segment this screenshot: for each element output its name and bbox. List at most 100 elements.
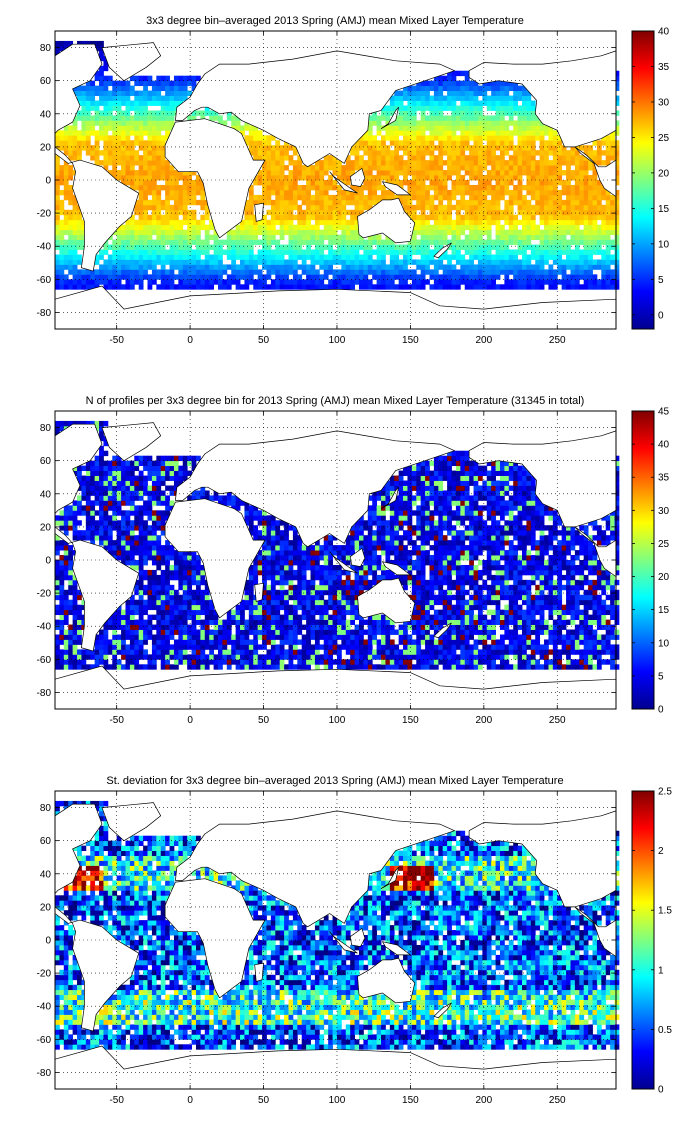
- heatmap-cell: [72, 659, 78, 665]
- heatmap-cell: [173, 219, 179, 226]
- heatmap-cell: [151, 254, 157, 260]
- heatmap-cell: [72, 130, 78, 136]
- heatmap-cell: [257, 629, 263, 635]
- heatmap-cell: [429, 165, 435, 171]
- heatmap-cell: [253, 219, 259, 226]
- heatmap-cell: [103, 664, 109, 670]
- heatmap-cell: [169, 624, 175, 630]
- heatmap-cell: [156, 239, 162, 245]
- heatmap-cell: [121, 80, 126, 87]
- heatmap-cell: [433, 644, 439, 650]
- heatmap-cell: [561, 150, 567, 156]
- heatmap-cell: [332, 279, 338, 285]
- heatmap-cell: [341, 170, 347, 176]
- heatmap-cell: [156, 95, 162, 101]
- heatmap-cell: [292, 145, 298, 151]
- heatmap-cell: [200, 219, 206, 226]
- heatmap-cell: [138, 619, 144, 625]
- heatmap-cell: [570, 145, 576, 151]
- y-tick-label: 0: [45, 176, 51, 187]
- heatmap-cell: [398, 269, 404, 275]
- heatmap-cell: [350, 224, 355, 231]
- heatmap-cell: [429, 214, 435, 221]
- heatmap-cell: [173, 85, 179, 91]
- heatmap-cell: [552, 644, 558, 650]
- heatmap-cell: [94, 115, 100, 121]
- heatmap-cell: [469, 214, 474, 221]
- heatmap-cell: [301, 614, 307, 620]
- heatmap-cell: [248, 649, 254, 655]
- heatmap-cell: [81, 135, 87, 141]
- heatmap-cell: [486, 214, 492, 221]
- heatmap-cell: [438, 274, 444, 280]
- heatmap-cell: [513, 639, 519, 645]
- heatmap-cell: [592, 264, 598, 270]
- heatmap-cell: [473, 244, 479, 250]
- heatmap-cell: [477, 105, 483, 111]
- heatmap-cell: [248, 264, 254, 270]
- heatmap-cell: [182, 184, 188, 191]
- heatmap-cell: [253, 194, 259, 201]
- heatmap-cell: [579, 284, 585, 290]
- heatmap-cell: [275, 150, 281, 156]
- heatmap-cell: [522, 619, 527, 625]
- heatmap-cell: [288, 234, 294, 240]
- heatmap-cell: [605, 634, 611, 640]
- heatmap-cell: [85, 130, 91, 136]
- heatmap-cell: [121, 254, 126, 260]
- heatmap-cell: [605, 274, 611, 280]
- heatmap-cell: [592, 175, 598, 181]
- heatmap-cell: [495, 170, 501, 176]
- heatmap-cell: [103, 634, 109, 640]
- heatmap-cell: [328, 165, 333, 171]
- heatmap-cell: [284, 219, 289, 226]
- heatmap-cell: [513, 219, 519, 226]
- heatmap-cell: [508, 214, 514, 221]
- heatmap-cell: [191, 239, 197, 245]
- heatmap-cell: [55, 50, 60, 57]
- heatmap-cell: [451, 155, 457, 161]
- heatmap-cell: [134, 75, 140, 82]
- heatmap-cell: [94, 634, 100, 640]
- heatmap-cell: [522, 284, 527, 290]
- heatmap-cell: [425, 634, 430, 640]
- heatmap-cell: [314, 269, 320, 275]
- heatmap-cell: [310, 209, 316, 216]
- heatmap-cell: [522, 140, 527, 146]
- heatmap-cell: [275, 634, 281, 640]
- heatmap-cell: [372, 115, 378, 121]
- heatmap-cell: [411, 239, 417, 245]
- heatmap-cell: [425, 269, 430, 275]
- heatmap-cell: [200, 624, 206, 630]
- heatmap-cell: [262, 264, 267, 270]
- heatmap-cell: [336, 629, 342, 635]
- heatmap-cell: [530, 269, 536, 275]
- heatmap-cell: [583, 659, 589, 665]
- heatmap-cell: [513, 165, 519, 171]
- heatmap-cell: [539, 274, 545, 280]
- heatmap-cell: [354, 239, 360, 245]
- heatmap-cell: [517, 160, 523, 166]
- heatmap-cell: [455, 659, 461, 665]
- heatmap-cell: [451, 219, 457, 226]
- heatmap-cell: [248, 249, 254, 255]
- heatmap-cell: [372, 269, 378, 275]
- heatmap-cell: [499, 100, 505, 106]
- heatmap-cell: [292, 284, 298, 290]
- heatmap-cell: [464, 619, 470, 625]
- heatmap-cell: [579, 629, 585, 635]
- heatmap-cell: [94, 160, 100, 166]
- heatmap-cell: [244, 259, 250, 265]
- heatmap-cell: [495, 135, 501, 141]
- heatmap-cell: [143, 75, 148, 82]
- heatmap-cell: [103, 269, 109, 275]
- heatmap-cell: [63, 150, 69, 156]
- heatmap-cell: [213, 639, 219, 645]
- heatmap-cell: [389, 175, 395, 181]
- heatmap-cell: [354, 209, 360, 216]
- heatmap-cell: [403, 105, 408, 111]
- heatmap-cell: [231, 274, 237, 280]
- heatmap-cell: [169, 264, 175, 270]
- heatmap-cell: [557, 209, 563, 216]
